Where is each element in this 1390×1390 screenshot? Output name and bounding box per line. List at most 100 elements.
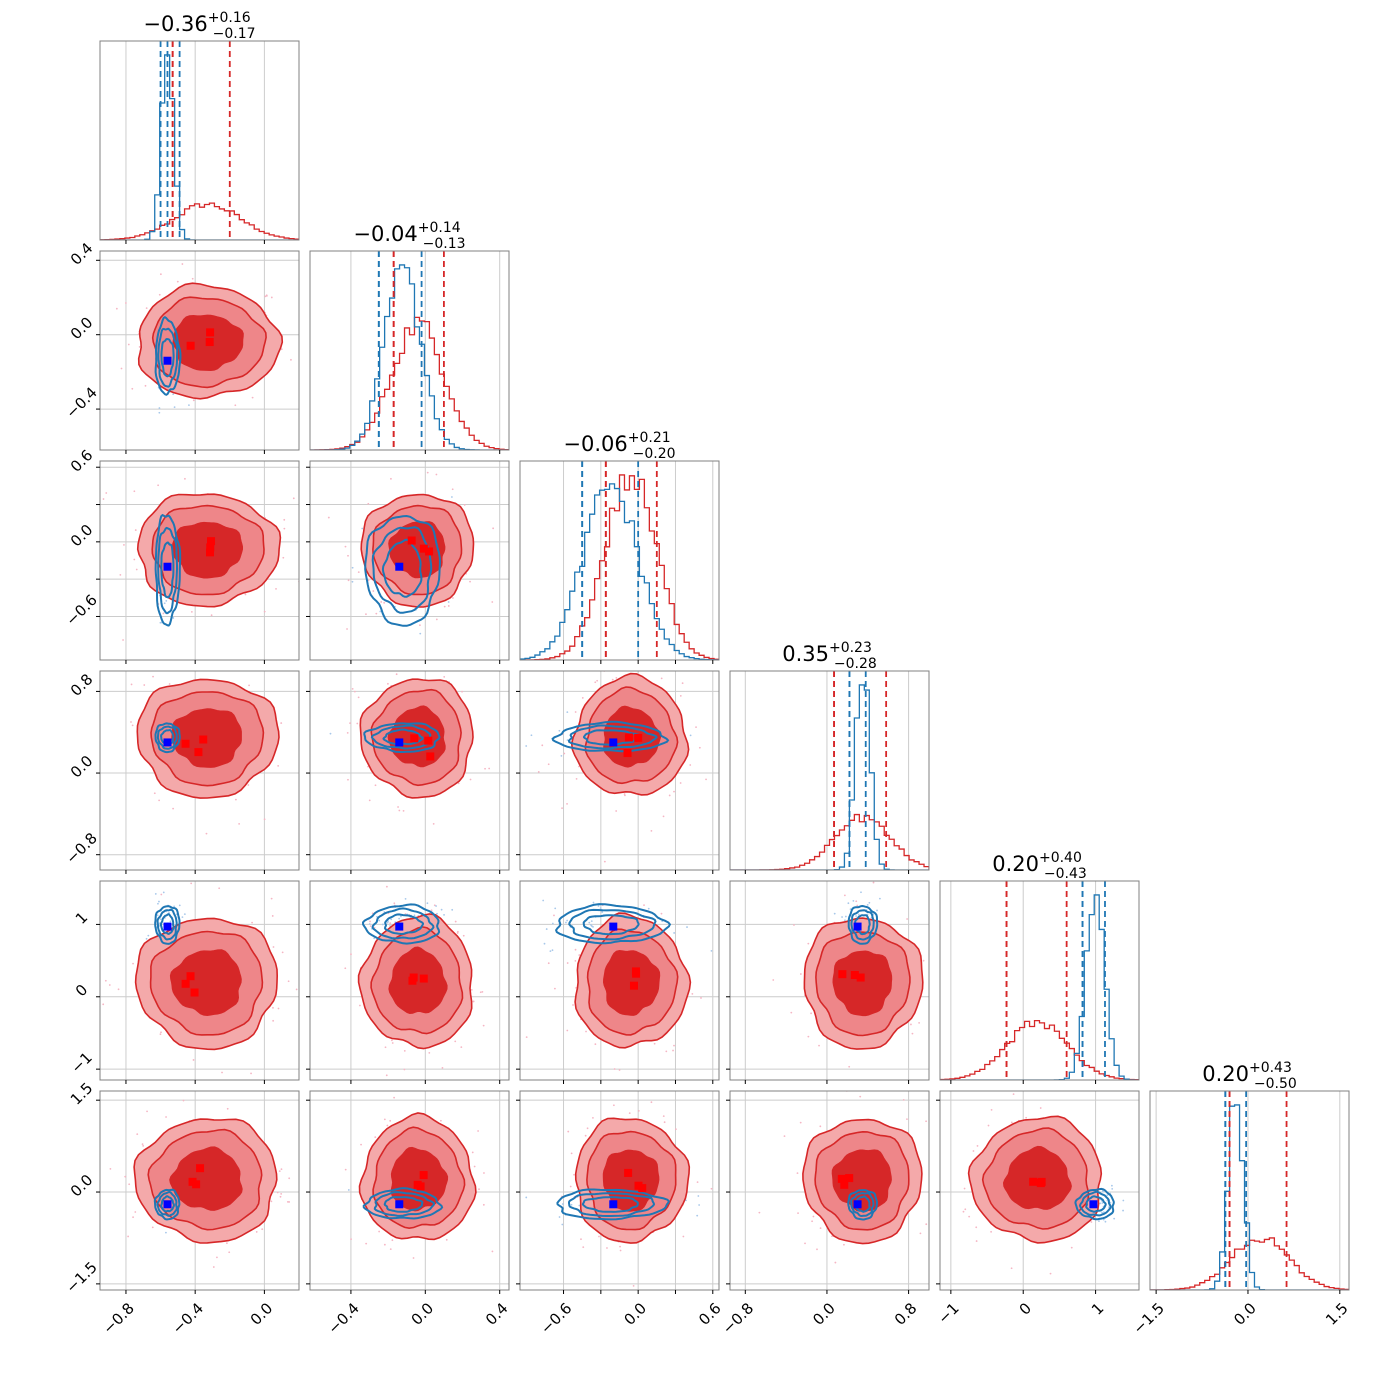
red-sample-point xyxy=(811,1220,814,1223)
red-sample-point xyxy=(902,1098,905,1101)
panel-content xyxy=(730,1091,937,1290)
red-sample-point xyxy=(758,1211,761,1214)
red-sample-point xyxy=(574,711,577,713)
red-sample-point xyxy=(935,1214,937,1216)
blue-sample-point xyxy=(173,406,176,409)
blue-marker xyxy=(163,356,172,365)
red-sample-point xyxy=(859,1095,862,1098)
blue-marker xyxy=(853,922,862,931)
blue-contour xyxy=(847,904,879,945)
red-sample-point xyxy=(585,1030,587,1033)
panel-frame xyxy=(99,250,300,451)
red-sample-point xyxy=(665,1050,668,1053)
red-marker xyxy=(425,547,434,556)
panel-title: −0.36+0.16 −0.17 xyxy=(143,10,255,42)
red-sample-point xyxy=(477,1130,479,1132)
blue-sample-point xyxy=(879,897,881,900)
red-marker xyxy=(181,979,190,988)
scatter-panel-2-4 xyxy=(516,880,720,1084)
blue-contour xyxy=(381,538,423,598)
red-sample-point xyxy=(430,909,433,912)
blue-sample-point xyxy=(163,602,166,605)
x-tick-label: −0.8 xyxy=(719,1299,757,1337)
red-sample-point xyxy=(624,794,626,797)
red-sample-point xyxy=(336,560,338,562)
red-sample-point xyxy=(793,924,795,926)
red-marker xyxy=(190,988,199,997)
red-sample-point xyxy=(435,618,438,621)
histogram-panel-2: −0.06+0.21 −0.20 xyxy=(519,430,720,664)
blue-sample-point xyxy=(566,739,569,742)
histogram-panel-0: −0.36+0.16 −0.17 xyxy=(99,10,300,244)
red-histogram xyxy=(310,316,509,450)
red-sample-point xyxy=(582,1246,585,1249)
red-sample-point xyxy=(598,1235,600,1238)
panel-frame xyxy=(729,670,930,871)
blue-sample-point xyxy=(673,932,676,934)
red-sample-point xyxy=(810,1012,812,1015)
blue-sample-point xyxy=(157,902,159,905)
red-sample-point xyxy=(102,1003,105,1006)
red-sample-point xyxy=(216,1256,218,1259)
red-sample-point xyxy=(157,484,160,487)
blue-sample-point xyxy=(844,915,847,918)
panel-frame xyxy=(939,880,1140,1081)
blue-sample-point xyxy=(373,937,376,940)
blue-contour xyxy=(554,903,672,945)
red-sample-point xyxy=(191,277,194,280)
title-value: 0.20 xyxy=(992,852,1039,876)
blue-sample-point xyxy=(561,1223,564,1226)
red-histogram xyxy=(520,474,719,660)
red-sample-point xyxy=(484,767,486,770)
blue-sample-point xyxy=(545,928,548,930)
blue-contour xyxy=(157,327,179,388)
blue-contour xyxy=(383,1196,424,1213)
red-sample-point xyxy=(483,1172,485,1174)
blue-sample-point xyxy=(860,891,862,894)
panel-content xyxy=(730,881,936,1080)
red-sample-point xyxy=(135,568,138,571)
y-tick-label: 0.4 xyxy=(67,239,97,269)
blue-contour xyxy=(361,903,441,945)
red-sample-point xyxy=(1090,1221,1093,1223)
red-sample-point xyxy=(122,639,124,641)
blue-sample-point xyxy=(1108,1206,1110,1209)
blue-sample-point xyxy=(647,907,650,910)
red-sample-point xyxy=(673,790,675,793)
panel-content xyxy=(100,671,299,870)
x-tick-label: 0.0 xyxy=(408,1299,438,1329)
red-sample-point xyxy=(934,1018,936,1020)
red-sample-point xyxy=(660,912,663,915)
red-sample-point xyxy=(454,1040,457,1043)
red-sample-point xyxy=(375,612,378,615)
blue-contour xyxy=(156,908,178,941)
red-sample-point xyxy=(553,914,555,917)
blue-contour xyxy=(383,913,425,936)
red-sample-point xyxy=(1049,1272,1052,1275)
red-sample-point xyxy=(435,473,438,476)
red-sample-point xyxy=(399,674,401,676)
blue-contour xyxy=(582,914,640,936)
y-tick-label: 1.5 xyxy=(67,1079,97,1109)
y-tick-label: 0.0 xyxy=(67,1171,97,1201)
blue-sample-point xyxy=(592,901,595,904)
red-sample-point xyxy=(580,1238,582,1241)
red-sample-point xyxy=(615,676,618,679)
red-sample-point xyxy=(682,1235,685,1238)
red-sample-point xyxy=(987,1124,990,1127)
red-sample-point xyxy=(146,1110,148,1113)
red-sample-point xyxy=(663,1121,666,1124)
red-sample-point xyxy=(796,1172,799,1175)
red-sample-point xyxy=(696,1181,699,1184)
blue-sample-point xyxy=(398,917,401,920)
blue-sample-point xyxy=(169,920,172,923)
red-sample-point xyxy=(277,764,280,767)
red-sample-point xyxy=(141,1143,144,1145)
blue-contour xyxy=(370,724,433,750)
red-sample-point xyxy=(463,504,466,506)
panel-frame xyxy=(309,1090,510,1291)
red-sample-point xyxy=(807,942,810,945)
panel-frame xyxy=(309,250,510,451)
red-sample-point xyxy=(398,809,401,812)
histogram-panel-5: 0.20+0.43 −0.50 −1.5 0.0 1.5 xyxy=(1130,1060,1352,1338)
